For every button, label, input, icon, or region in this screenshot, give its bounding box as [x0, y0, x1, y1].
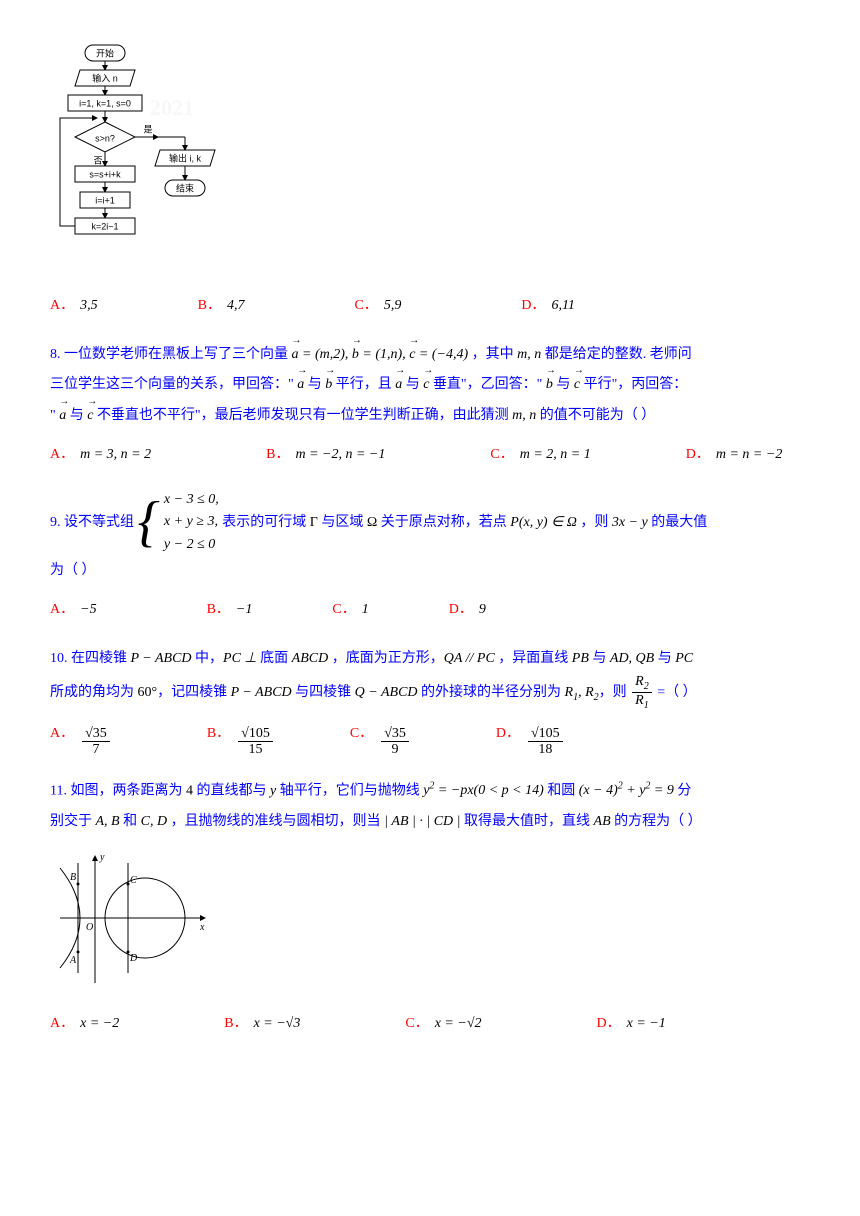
svg-text:O: O	[86, 922, 93, 933]
q11-opt-b: B．x = −√3	[224, 1009, 300, 1040]
q11-t1: 如图，两条距离为 4 的直线都与 y 轴平行，它们与抛物线 y2 = −px(0…	[70, 783, 691, 798]
q11-t2: 别交于 A, B 和 C, D ，且抛物线的准线与圆相切，则当 | AB | ·…	[50, 814, 702, 829]
q10-opt-a: A．√357	[50, 719, 112, 758]
q8-num: 8.	[50, 347, 61, 362]
flow-end: 结束	[176, 182, 194, 193]
q10-num: 10.	[50, 651, 68, 666]
flow-start: 开始	[96, 47, 114, 58]
q10-t1: 在四棱锥 P − ABCD 中，PC ⊥ 底面 ABCD ，底面为正方形，QA …	[71, 651, 693, 666]
opt-letter: B．	[198, 291, 221, 322]
q7-a-text: 3,5	[80, 291, 98, 322]
q8-t3: 三位学生这三个向量的关系，甲回答：" a 与 b 平行，且 a 与 c 垂直"，…	[50, 377, 687, 392]
q10-opt-b: B．√10515	[207, 719, 275, 758]
q8-t1: 一位数学老师在黑板上写了三个向量	[64, 347, 288, 362]
svg-text:A: A	[69, 955, 77, 966]
q8-opt-b: B．m = −2, n = −1	[266, 440, 385, 471]
flow-cond: s>n?	[95, 133, 115, 143]
q11-opt-d: D．x = −1	[597, 1009, 666, 1040]
q7-options: A． 3,5 B． 4,7 C． 5,9 D． 6,11	[50, 291, 810, 322]
q7-opt-a: A． 3,5	[50, 291, 98, 322]
svg-text:y: y	[99, 852, 105, 863]
flowchart-svg: 2021 开始 输入 n i=1, k=1, s=0 s>n? 是 否 输出 i…	[50, 40, 220, 260]
q11: 11. 如图，两条距离为 4 的直线都与 y 轴平行，它们与抛物线 y2 = −…	[50, 776, 810, 838]
q11-opt-c: C．x = −√2	[405, 1009, 481, 1040]
q8-t6: " a 与 c 不垂直也不平行"，最后老师发现只有一位学生判断正确，由此猜测 m…	[50, 408, 655, 423]
q9-num: 9.	[50, 515, 61, 530]
q9-opt-b: B．−1	[207, 595, 253, 626]
q10-opt-d: D．√10518	[496, 719, 565, 758]
flow-s3: k=2i−1	[91, 221, 118, 231]
flow-init: i=1, k=1, s=0	[79, 98, 131, 108]
q7-opt-d: D． 6,11	[521, 291, 575, 322]
q8-opt-a: A．m = 3, n = 2	[50, 440, 151, 471]
q8-opt-c: C．m = 2, n = 1	[490, 440, 590, 471]
q9-t3: 为（ ）	[50, 563, 96, 578]
q9: 9. 设不等式组 { x − 3 ≤ 0, x + y ≥ 3, y − 2 ≤…	[50, 489, 810, 587]
flow-yes: 是	[143, 124, 152, 134]
q10: 10. 在四棱锥 P − ABCD 中，PC ⊥ 底面 ABCD ，底面为正方形…	[50, 644, 810, 711]
q10-t2: 所成的角均为 60°，记四棱锥 P − ABCD 与四棱锥 Q − ABCD 的…	[50, 685, 697, 700]
flow-s2: i=i+1	[95, 195, 115, 205]
flow-s1: s=s+i+k	[89, 169, 121, 179]
flow-input: 输入 n	[92, 72, 118, 83]
svg-text:C: C	[130, 875, 137, 886]
q9-t1: 设不等式组	[64, 515, 134, 530]
svg-text:D: D	[129, 953, 138, 964]
opt-letter: D．	[521, 291, 545, 322]
q9-options: A．−5 B．−1 C．1 D．9	[50, 595, 810, 626]
q11-svg: x y B A C D O	[50, 848, 210, 988]
q11-num: 11.	[50, 783, 67, 798]
flowchart-figure: 2021 开始 输入 n i=1, k=1, s=0 s>n? 是 否 输出 i…	[50, 40, 810, 273]
flow-no: 否	[93, 155, 102, 165]
q11-figure: x y B A C D O	[50, 848, 810, 1001]
q7-c-text: 5,9	[384, 291, 402, 322]
q9-opt-d: D．9	[449, 595, 486, 626]
svg-text:x: x	[199, 922, 205, 933]
flow-output: 输出 i, k	[169, 152, 202, 163]
q8-opt-d: D．m = n = −2	[686, 440, 783, 471]
q10-options: A．√357 B．√10515 C．√359 D．√10518	[50, 719, 810, 758]
q7-opt-b: B． 4,7	[198, 291, 245, 322]
q9-t2: 表示的可行域 Γ 与区域 Ω 关于原点对称，若点 P(x, y) ∈ Ω ，则 …	[222, 515, 707, 530]
q7-opt-c: C． 5,9	[354, 291, 401, 322]
q11-options: A．x = −2 B．x = −√3 C．x = −√2 D．x = −1	[50, 1009, 810, 1040]
q7-d-text: 6,11	[551, 291, 574, 322]
opt-letter: C．	[354, 291, 377, 322]
q9-opt-c: C．1	[332, 595, 368, 626]
watermark-text: 2021	[150, 95, 194, 120]
opt-letter: A．	[50, 291, 74, 322]
q9-cases: { x − 3 ≤ 0, x + y ≥ 3, y − 2 ≤ 0	[138, 489, 219, 556]
q7-b-text: 4,7	[227, 291, 245, 322]
svg-text:B: B	[70, 872, 76, 883]
q8-t2: ，其中 m, n 都是给定的整数. 老师问	[472, 347, 692, 362]
q10-opt-c: C．√359	[350, 719, 411, 758]
q8: 8. 一位数学老师在黑板上写了三个向量 a = (m,2), b = (1,n)…	[50, 340, 810, 432]
q9-opt-a: A．−5	[50, 595, 97, 626]
q11-opt-a: A．x = −2	[50, 1009, 119, 1040]
q8-options: A．m = 3, n = 2 B．m = −2, n = −1 C．m = 2,…	[50, 440, 810, 471]
